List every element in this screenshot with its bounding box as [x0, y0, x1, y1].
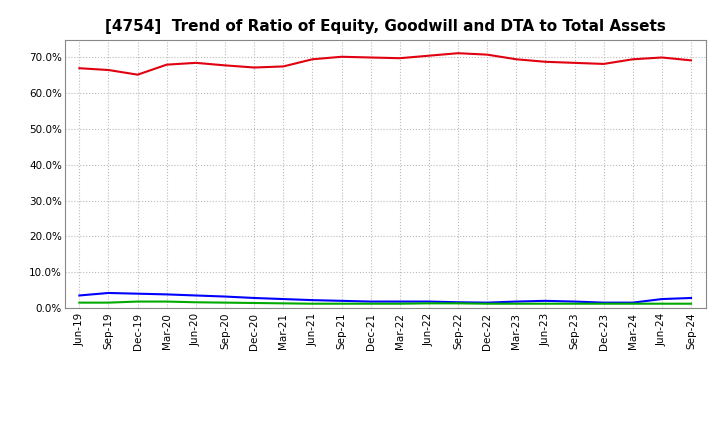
Deferred Tax Assets — [366, 301, 375, 306]
Goodwill — [541, 298, 550, 304]
Deferred Tax Assets — [512, 301, 521, 306]
Equity — [425, 53, 433, 59]
Deferred Tax Assets — [629, 301, 637, 306]
Deferred Tax Assets — [75, 300, 84, 305]
Equity — [104, 67, 113, 73]
Line: Deferred Tax Assets: Deferred Tax Assets — [79, 301, 691, 304]
Goodwill — [337, 298, 346, 304]
Goodwill — [570, 299, 579, 304]
Goodwill — [366, 299, 375, 304]
Goodwill — [599, 300, 608, 305]
Equity — [483, 52, 492, 57]
Goodwill — [104, 290, 113, 296]
Equity — [250, 65, 258, 70]
Equity — [657, 55, 666, 60]
Goodwill — [220, 294, 229, 299]
Equity — [279, 64, 287, 69]
Deferred Tax Assets — [687, 301, 696, 306]
Equity — [541, 59, 550, 64]
Deferred Tax Assets — [657, 301, 666, 306]
Deferred Tax Assets — [308, 301, 317, 306]
Deferred Tax Assets — [163, 299, 171, 304]
Equity — [570, 60, 579, 66]
Deferred Tax Assets — [454, 301, 462, 306]
Line: Goodwill: Goodwill — [79, 293, 691, 303]
Deferred Tax Assets — [541, 301, 550, 306]
Equity — [163, 62, 171, 67]
Deferred Tax Assets — [425, 301, 433, 306]
Goodwill — [483, 300, 492, 305]
Equity — [599, 61, 608, 66]
Deferred Tax Assets — [220, 300, 229, 305]
Goodwill — [163, 292, 171, 297]
Deferred Tax Assets — [337, 301, 346, 306]
Deferred Tax Assets — [395, 301, 404, 306]
Deferred Tax Assets — [192, 300, 200, 305]
Goodwill — [192, 293, 200, 298]
Equity — [75, 66, 84, 71]
Goodwill — [512, 299, 521, 304]
Equity — [220, 63, 229, 68]
Equity — [308, 57, 317, 62]
Equity — [337, 54, 346, 59]
Line: Equity: Equity — [79, 53, 691, 75]
Goodwill — [629, 300, 637, 305]
Goodwill — [687, 295, 696, 301]
Deferred Tax Assets — [599, 301, 608, 306]
Deferred Tax Assets — [483, 301, 492, 306]
Goodwill — [75, 293, 84, 298]
Goodwill — [425, 299, 433, 304]
Deferred Tax Assets — [279, 301, 287, 306]
Deferred Tax Assets — [104, 300, 113, 305]
Goodwill — [279, 297, 287, 302]
Goodwill — [250, 295, 258, 301]
Equity — [395, 55, 404, 61]
Goodwill — [308, 297, 317, 303]
Equity — [687, 58, 696, 63]
Title: [4754]  Trend of Ratio of Equity, Goodwill and DTA to Total Assets: [4754] Trend of Ratio of Equity, Goodwil… — [105, 19, 665, 34]
Goodwill — [657, 297, 666, 302]
Deferred Tax Assets — [570, 301, 579, 306]
Equity — [454, 51, 462, 56]
Goodwill — [133, 291, 142, 296]
Equity — [629, 57, 637, 62]
Goodwill — [395, 299, 404, 304]
Equity — [192, 60, 200, 66]
Deferred Tax Assets — [250, 301, 258, 306]
Equity — [512, 57, 521, 62]
Equity — [366, 55, 375, 60]
Equity — [133, 72, 142, 77]
Goodwill — [454, 300, 462, 305]
Deferred Tax Assets — [133, 299, 142, 304]
